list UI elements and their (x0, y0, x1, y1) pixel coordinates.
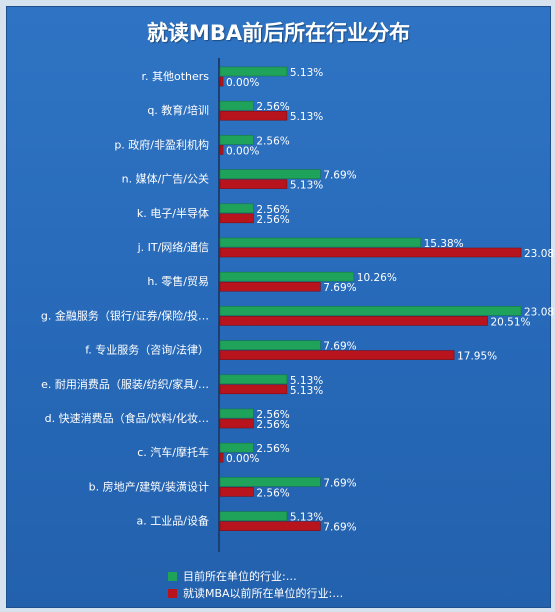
value-label-current: 7.69% (323, 170, 356, 182)
category-label: g. 金融服务（银行/证券/保险/投… (41, 308, 209, 322)
bar-before (219, 281, 321, 292)
legend-label-before: 就读MBA以前所在单位的行业:… (183, 587, 344, 600)
bar-current (219, 135, 254, 145)
legend-item-before: 就读MBA以前所在单位的行业:… (168, 585, 343, 602)
bar-before (219, 452, 224, 463)
category-label: h. 零售/贸易 (147, 274, 209, 288)
bar-before (219, 350, 455, 360)
value-label-before: 0.00% (226, 453, 259, 465)
value-label-current: 15.38% (424, 238, 464, 250)
bar-current (219, 340, 321, 350)
category-label: a. 工业品/设备 (137, 514, 209, 528)
value-label-before: 7.69% (323, 282, 356, 294)
category-label: p. 政府/非盈利机构 (114, 137, 209, 151)
value-label-before: 23.08% (524, 248, 555, 260)
bar-before (219, 110, 288, 121)
legend-swatch-current (168, 572, 177, 581)
bar-current (219, 442, 254, 453)
category-label: q. 教育/培训 (147, 103, 209, 117)
value-label-before: 0.00% (226, 77, 259, 89)
value-label-before: 5.13% (290, 385, 323, 397)
bar-before (219, 247, 522, 258)
value-label-before: 20.51% (490, 316, 530, 328)
value-label-before: 5.13% (290, 111, 323, 123)
category-label: e. 耐用消费品（服装/纺织/家具/… (41, 377, 209, 391)
value-label-current: 10.26% (357, 272, 397, 284)
bar-current (219, 374, 288, 385)
bar-before (219, 316, 488, 326)
value-label-before: 5.13% (290, 180, 323, 192)
value-label-current: 7.69% (323, 341, 356, 353)
bar-before (219, 384, 288, 395)
value-label-current: 2.56% (256, 204, 289, 216)
category-label: n. 媒体/广告/公关 (122, 172, 209, 186)
value-label-before: 0.00% (226, 145, 259, 157)
value-label-before: 2.56% (256, 487, 289, 499)
value-label-current: 5.13% (290, 375, 323, 387)
value-label-current: 5.13% (290, 67, 323, 79)
bar-current (219, 306, 522, 316)
bar-before (219, 145, 224, 155)
bar-before (219, 521, 321, 531)
value-label-current: 2.56% (256, 443, 289, 455)
bar-before (219, 76, 224, 87)
value-label-current: 5.13% (290, 512, 323, 524)
bar-current (219, 271, 355, 282)
value-label-before: 2.56% (256, 214, 289, 226)
value-label-current: 2.56% (256, 101, 289, 113)
value-label-before: 17.95% (457, 351, 497, 363)
value-label-current: 2.56% (256, 135, 289, 147)
legend-swatch-before (168, 589, 177, 598)
legend-item-current: 目前所在单位的行业:… (168, 568, 343, 585)
category-label: b. 房地产/建筑/装潢设计 (89, 479, 209, 493)
value-label-before: 2.56% (256, 419, 289, 431)
value-label-before: 7.69% (323, 522, 356, 534)
category-label: c. 汽车/摩托车 (137, 445, 209, 459)
bar-before (219, 213, 254, 224)
bar-current (219, 477, 321, 487)
value-label-current: 23.08% (524, 306, 555, 318)
category-label: d. 快速消费品（食品/饮料/化妆… (45, 411, 209, 425)
value-label-current: 7.69% (323, 477, 356, 489)
bar-current (219, 169, 321, 179)
category-label: r. 其他others (141, 70, 209, 83)
bar-current (219, 237, 421, 248)
bar-before (219, 179, 288, 189)
category-label: k. 电子/半导体 (137, 206, 209, 220)
category-label: f. 专业服务（咨询/法律） (85, 343, 209, 357)
bar-before (219, 418, 254, 429)
bar-before (219, 487, 254, 497)
bar-current (219, 203, 254, 214)
bar-current (219, 408, 254, 419)
legend-label-current: 目前所在单位的行业:… (183, 570, 297, 583)
value-label-current: 2.56% (256, 409, 289, 421)
bar-current (219, 511, 288, 521)
chart-legend: 目前所在单位的行业:… 就读MBA以前所在单位的行业:… (168, 568, 343, 602)
chart-title: 就读MBA前后所在行业分布 (146, 21, 411, 45)
bar-current (219, 66, 288, 77)
category-label: j. IT/网络/通信 (137, 240, 209, 254)
bar-current (219, 100, 254, 111)
